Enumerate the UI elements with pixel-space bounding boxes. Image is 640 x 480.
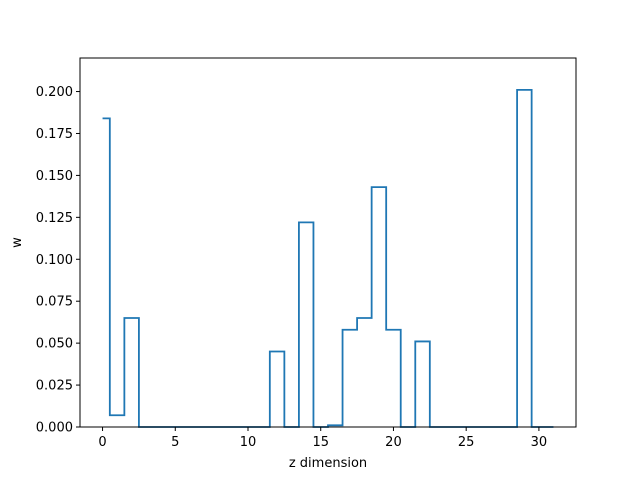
- series-line-0: [102, 88, 554, 428]
- x-tick-label: 15: [312, 435, 329, 450]
- x-tick-label: 10: [240, 435, 257, 450]
- y-tick-label: 0.000: [36, 421, 73, 436]
- y-tick-label: 0.075: [36, 295, 73, 310]
- x-tick-label: 5: [171, 435, 179, 450]
- x-tick-label: 30: [531, 435, 548, 450]
- y-tick-label: 0.050: [36, 337, 73, 352]
- y-tick-label: 0.100: [36, 253, 73, 268]
- y-tick-label: 0.125: [36, 211, 73, 226]
- x-tick-label: 25: [458, 435, 475, 450]
- x-axis-ticks: 0 5 10 15 20 25 30: [98, 427, 547, 450]
- y-tick-label: 0.200: [36, 85, 73, 100]
- x-tick-label: 0: [98, 435, 106, 450]
- x-axis-label: z dimension: [289, 456, 367, 471]
- plot-area: [79, 57, 577, 428]
- x-tick-label: 20: [385, 435, 402, 450]
- axes-frame: [79, 57, 577, 428]
- y-tick-label: 0.025: [36, 379, 73, 394]
- y-axis-ticks: 0.000 0.025 0.050 0.075 0.100 0.125 0.150 0.175…: [36, 85, 80, 436]
- y-tick-label: 0.175: [36, 127, 73, 142]
- y-tick-label: 0.150: [36, 169, 73, 184]
- y-axis-label: w: [10, 237, 25, 248]
